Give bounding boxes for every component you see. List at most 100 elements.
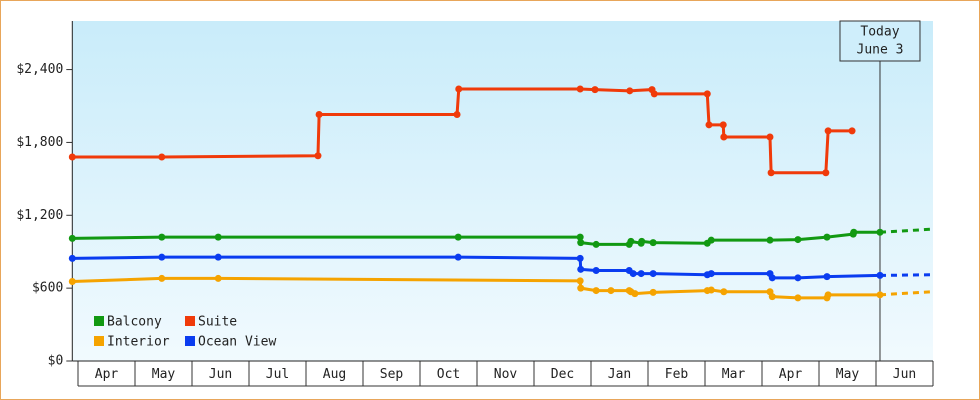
data-point bbox=[576, 233, 584, 241]
data-point bbox=[455, 85, 463, 93]
y-tick-label: $2,400 bbox=[16, 62, 63, 77]
data-point bbox=[577, 239, 585, 247]
projection-line bbox=[879, 290, 931, 297]
data-point bbox=[705, 121, 713, 129]
data-point bbox=[638, 237, 646, 245]
legend-label: Suite bbox=[198, 315, 237, 330]
x-tick-label: Dec bbox=[551, 367, 574, 382]
data-point bbox=[822, 169, 830, 177]
today-box bbox=[839, 20, 921, 62]
data-point bbox=[719, 121, 727, 129]
x-tick-label: Jan bbox=[608, 367, 631, 382]
data-point bbox=[576, 254, 584, 262]
data-point bbox=[314, 152, 322, 160]
x-tick-label: Apr bbox=[779, 367, 803, 382]
data-point bbox=[158, 274, 166, 282]
data-point bbox=[824, 127, 832, 135]
legend-label: Ocean View bbox=[198, 335, 276, 350]
y-tick-label: $1,200 bbox=[16, 208, 63, 223]
projection-line bbox=[879, 273, 931, 277]
data-point bbox=[876, 291, 884, 299]
data-point bbox=[637, 270, 645, 278]
data-point bbox=[876, 228, 884, 236]
data-point bbox=[631, 290, 639, 298]
data-point bbox=[214, 253, 222, 261]
data-point bbox=[707, 270, 715, 278]
data-point bbox=[794, 236, 802, 244]
data-point bbox=[768, 274, 776, 282]
legend-label: Interior bbox=[107, 335, 170, 350]
data-point bbox=[577, 265, 585, 273]
data-point bbox=[591, 86, 599, 94]
x-tick-label: Jul bbox=[266, 367, 289, 382]
data-point bbox=[315, 111, 323, 118]
y-tick-label: $1,800 bbox=[16, 135, 63, 150]
x-tick-label: Nov bbox=[494, 367, 518, 382]
data-point bbox=[577, 284, 585, 292]
data-point bbox=[767, 169, 775, 177]
data-point bbox=[766, 133, 774, 141]
x-tick-label: Apr bbox=[95, 367, 119, 382]
data-point bbox=[592, 267, 600, 275]
data-point bbox=[649, 270, 657, 278]
data-point bbox=[707, 286, 715, 294]
x-tick-label: Aug bbox=[323, 367, 346, 382]
x-tick-label: May bbox=[836, 367, 860, 382]
y-tick-label: $0 bbox=[48, 354, 64, 369]
x-tick-label: Jun bbox=[893, 367, 916, 382]
legend-swatch bbox=[94, 336, 104, 346]
data-point bbox=[158, 153, 166, 161]
data-point bbox=[68, 277, 76, 285]
x-tick-label: May bbox=[152, 367, 176, 382]
data-point bbox=[626, 87, 634, 95]
data-point bbox=[454, 253, 462, 261]
data-point bbox=[766, 236, 774, 244]
data-point bbox=[68, 153, 76, 161]
data-point bbox=[158, 233, 166, 241]
plot-background bbox=[72, 21, 934, 361]
data-point bbox=[876, 271, 884, 279]
data-point bbox=[823, 273, 831, 281]
data-point bbox=[592, 240, 600, 248]
y-tick-label: $600 bbox=[32, 281, 63, 296]
data-point bbox=[703, 90, 711, 98]
x-tick-label: Jun bbox=[209, 367, 232, 382]
data-point bbox=[720, 133, 728, 141]
data-point bbox=[576, 277, 584, 285]
data-point bbox=[453, 111, 461, 118]
today-label: Today bbox=[860, 25, 899, 40]
data-point bbox=[214, 274, 222, 282]
data-point bbox=[649, 288, 657, 296]
data-point bbox=[823, 233, 831, 241]
data-point bbox=[768, 293, 776, 301]
data-point bbox=[649, 239, 657, 247]
data-point bbox=[824, 291, 832, 299]
data-point bbox=[627, 237, 635, 245]
x-tick-label: Mar bbox=[722, 367, 746, 382]
series-line bbox=[72, 255, 881, 280]
legend-label: Balcony bbox=[107, 315, 162, 330]
legend-swatch bbox=[94, 316, 104, 326]
data-point bbox=[454, 233, 462, 241]
data-point bbox=[794, 294, 802, 302]
data-point bbox=[576, 85, 584, 93]
data-point bbox=[68, 254, 76, 262]
data-point bbox=[158, 253, 166, 261]
data-point bbox=[848, 127, 856, 135]
data-point bbox=[592, 287, 600, 295]
x-tick-label: Feb bbox=[665, 367, 689, 382]
data-point bbox=[68, 234, 76, 242]
data-point bbox=[720, 288, 728, 296]
legend-swatch bbox=[185, 336, 195, 346]
data-point bbox=[629, 270, 637, 278]
x-tick-label: Oct bbox=[437, 367, 460, 382]
data-point bbox=[650, 90, 658, 98]
data-point bbox=[214, 233, 222, 241]
today-label: June 3 bbox=[857, 43, 904, 58]
projection-line bbox=[879, 227, 931, 234]
data-point bbox=[607, 287, 615, 295]
data-point bbox=[707, 236, 715, 244]
x-tick-label: Sep bbox=[380, 367, 404, 382]
